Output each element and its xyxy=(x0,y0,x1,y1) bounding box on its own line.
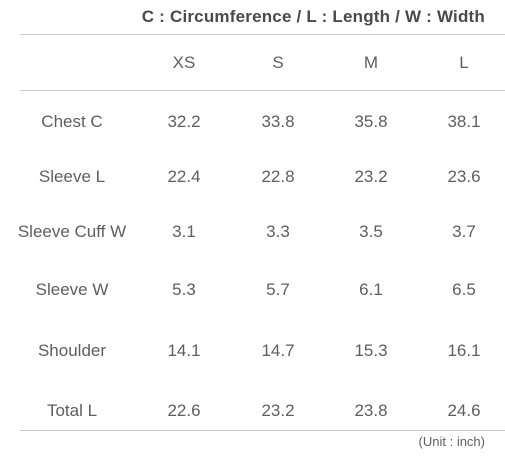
header-divider xyxy=(20,90,505,91)
size-header-2: S xyxy=(272,53,284,72)
measurement-value: 3.3 xyxy=(266,222,290,241)
abbreviation-legend: C : Circumference / L : Length / W : Wid… xyxy=(141,7,485,26)
measurement-value: 23.2 xyxy=(261,401,295,420)
measurement-value: 5.7 xyxy=(266,280,290,299)
unit-note: (Unit : inch) xyxy=(418,434,485,449)
measurement-value: 14.1 xyxy=(167,341,201,360)
measurement-value: 3.7 xyxy=(452,222,476,241)
measurement-label: Total L xyxy=(46,401,98,420)
size-header-4: L xyxy=(459,53,469,72)
measurement-value: 22.6 xyxy=(167,401,201,420)
top-divider xyxy=(20,34,505,35)
measurement-label: Sleeve Cuff W xyxy=(17,222,127,241)
size-header-3: M xyxy=(363,53,379,72)
measurement-value: 6.1 xyxy=(359,280,383,299)
measurement-value: 14.7 xyxy=(261,341,295,360)
measurement-value: 32.2 xyxy=(167,112,201,131)
measurement-label: Chest C xyxy=(41,112,103,131)
size-header-1: XS xyxy=(172,53,196,72)
measurement-value: 23.8 xyxy=(354,401,388,420)
measurement-value: 3.5 xyxy=(359,222,383,241)
measurement-label: Sleeve L xyxy=(38,167,106,186)
measurement-label: Sleeve W xyxy=(35,280,109,299)
measurement-value: 3.1 xyxy=(172,222,196,241)
measurement-value: 23.2 xyxy=(354,167,388,186)
measurement-value: 23.6 xyxy=(447,167,481,186)
measurement-value: 38.1 xyxy=(447,112,481,131)
measurement-value: 33.8 xyxy=(261,112,295,131)
measurement-label: Shoulder xyxy=(37,341,107,360)
bottom-divider xyxy=(20,430,505,431)
measurement-value: 24.6 xyxy=(447,401,481,420)
measurement-value: 15.3 xyxy=(354,341,388,360)
measurement-value: 22.8 xyxy=(261,167,295,186)
measurement-value: 6.5 xyxy=(452,280,476,299)
measurement-value: 22.4 xyxy=(167,167,201,186)
measurement-value: 16.1 xyxy=(447,341,481,360)
measurement-value: 5.3 xyxy=(172,280,196,299)
measurement-value: 35.8 xyxy=(354,112,388,131)
